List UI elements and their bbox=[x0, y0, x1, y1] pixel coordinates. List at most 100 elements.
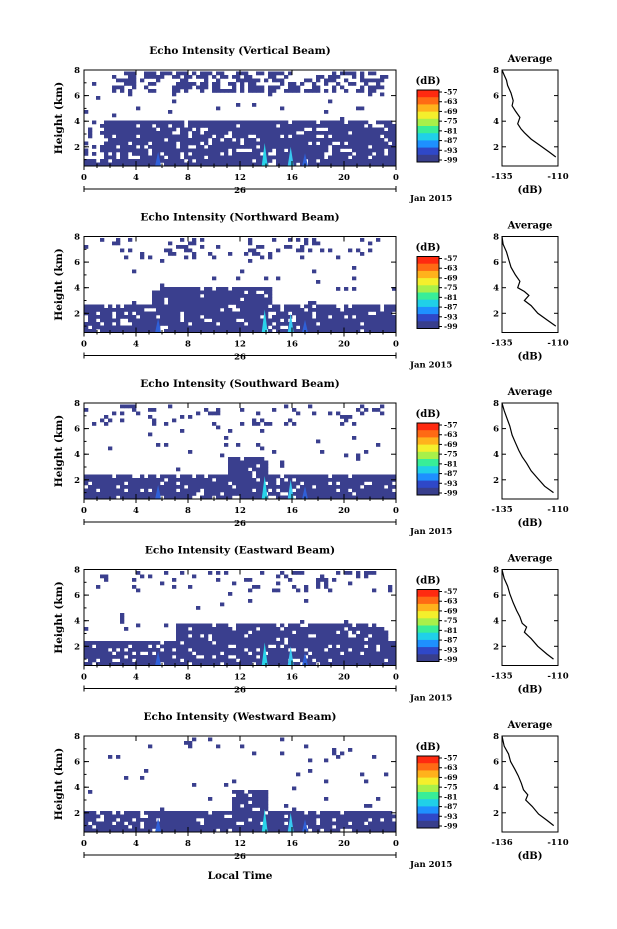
heatmap-cell bbox=[388, 152, 393, 156]
heatmap-cell bbox=[364, 630, 369, 635]
heatmap-cell bbox=[176, 301, 181, 305]
heatmap-cell bbox=[228, 329, 233, 333]
heatmap-cell bbox=[192, 322, 197, 326]
heatmap-cell bbox=[304, 585, 309, 589]
heatmap-cell bbox=[296, 329, 301, 333]
heatmap-cell bbox=[140, 495, 145, 500]
heatmap-cell bbox=[368, 315, 373, 319]
heatmap-cell bbox=[188, 474, 193, 479]
heatmap-cell bbox=[176, 811, 181, 815]
heatmap-cell bbox=[320, 325, 325, 330]
colorbar-unit: (dB) bbox=[416, 742, 441, 753]
heatmap-cell bbox=[200, 627, 205, 631]
heatmap-cell bbox=[384, 474, 389, 479]
heatmap-cell bbox=[132, 120, 137, 125]
heatmap-cell bbox=[196, 658, 201, 663]
heatmap-cell bbox=[376, 82, 381, 86]
heatmap-cell bbox=[356, 141, 361, 146]
heatmap-cell bbox=[176, 134, 181, 139]
heatmap-cell bbox=[300, 159, 305, 163]
heatmap-cell bbox=[172, 492, 177, 496]
heatmap-cell bbox=[184, 290, 189, 295]
heatmap-cell bbox=[336, 138, 341, 142]
heatmap-cell bbox=[264, 641, 269, 645]
heatmap-cell bbox=[180, 141, 185, 146]
heatmap-cell bbox=[252, 495, 257, 500]
heatmap-cell bbox=[212, 825, 217, 829]
heatmap-cell bbox=[96, 662, 101, 666]
heatmap-cell bbox=[120, 488, 125, 493]
heatmap-cell bbox=[200, 159, 205, 163]
heatmap-cell bbox=[92, 818, 97, 822]
heatmap-cell bbox=[136, 488, 141, 493]
heatmap-cell bbox=[320, 450, 325, 454]
heatmap-cell bbox=[216, 818, 221, 822]
heatmap-cell bbox=[140, 138, 145, 142]
heatmap-cell bbox=[192, 623, 197, 628]
heatmap-cell bbox=[128, 828, 133, 833]
heatmap-cell bbox=[136, 495, 141, 500]
heatmap-cell bbox=[228, 429, 233, 433]
heatmap-cell bbox=[196, 488, 201, 493]
heatmap-cell bbox=[208, 651, 213, 656]
heatmap-cell bbox=[180, 162, 185, 167]
colorbar-tick-label: -99 bbox=[444, 655, 458, 664]
heatmap-cell bbox=[384, 488, 389, 493]
heatmap-cell bbox=[252, 89, 257, 93]
heatmap-cell bbox=[256, 623, 261, 628]
heatmap-cell bbox=[200, 145, 205, 149]
heatmap-cell bbox=[380, 152, 385, 156]
heatmap-cell bbox=[132, 655, 137, 659]
heatmap-cell bbox=[336, 658, 341, 663]
heatmap-cell bbox=[248, 304, 253, 309]
heatmap-cell bbox=[132, 134, 137, 139]
heatmap-cell bbox=[192, 255, 197, 260]
heatmap-cell bbox=[184, 248, 189, 253]
heatmap-cell bbox=[152, 492, 157, 496]
heatmap-cell bbox=[208, 623, 213, 628]
heatmap-cell bbox=[84, 148, 89, 153]
heatmap-cell bbox=[244, 304, 249, 309]
heatmap-cell bbox=[340, 117, 345, 121]
heatmap-cell bbox=[324, 637, 329, 642]
heatmap-cell bbox=[204, 623, 209, 628]
heatmap-cell bbox=[88, 485, 93, 489]
heatmap-cell bbox=[84, 825, 89, 829]
heatmap-cell bbox=[116, 821, 121, 826]
heatmap-cell bbox=[120, 159, 125, 163]
heatmap-cell bbox=[92, 474, 97, 479]
heatmap-cell bbox=[256, 148, 261, 153]
heatmap-cell bbox=[148, 322, 153, 326]
heatmap-cell bbox=[188, 148, 193, 153]
colorbar-unit: (dB) bbox=[416, 409, 441, 420]
heatmap-cell bbox=[132, 322, 137, 326]
heatmap-cell bbox=[112, 145, 117, 149]
heatmap-cell bbox=[248, 807, 253, 812]
heatmap-cell bbox=[136, 141, 141, 146]
heatmap-cell bbox=[164, 474, 169, 479]
colorbar-tick-label: -93 bbox=[444, 479, 458, 488]
heatmap-cell bbox=[332, 311, 337, 316]
heatmap-cell bbox=[352, 637, 357, 642]
heatmap-cell bbox=[220, 71, 225, 76]
heatmap-cell bbox=[252, 124, 257, 128]
heatmap-cell bbox=[272, 71, 277, 76]
heatmap-cell bbox=[248, 290, 253, 295]
heatmap-cell bbox=[284, 804, 289, 808]
heatmap-cell bbox=[332, 492, 337, 496]
heatmap-cell bbox=[268, 159, 273, 163]
heatmap-cell bbox=[360, 627, 365, 631]
heatmap-cell bbox=[352, 658, 357, 663]
heatmap-cell bbox=[168, 287, 173, 291]
heatmap-cell bbox=[164, 641, 169, 645]
heatmap-cell bbox=[372, 162, 377, 167]
heatmap-cell bbox=[284, 485, 289, 489]
heatmap-cell bbox=[352, 155, 357, 160]
heatmap-cell bbox=[248, 655, 253, 659]
heatmap-cell bbox=[160, 297, 165, 302]
heatmap-cell bbox=[204, 814, 209, 819]
heatmap-cell bbox=[248, 627, 253, 631]
heatmap-cell bbox=[332, 155, 337, 160]
heatmap-cell bbox=[228, 648, 233, 652]
heatmap-cell bbox=[312, 825, 317, 829]
